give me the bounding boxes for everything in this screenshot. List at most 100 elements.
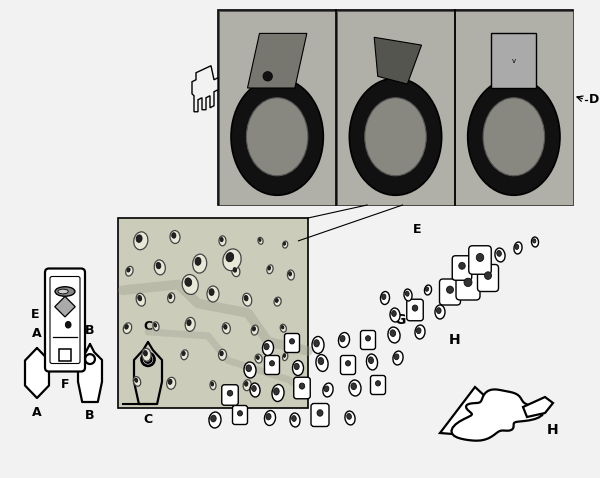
FancyBboxPatch shape xyxy=(478,264,499,292)
Ellipse shape xyxy=(170,230,180,243)
Ellipse shape xyxy=(347,413,352,419)
Ellipse shape xyxy=(299,383,305,389)
Ellipse shape xyxy=(533,239,536,243)
Bar xyxy=(455,11,572,205)
FancyBboxPatch shape xyxy=(284,334,299,352)
Ellipse shape xyxy=(259,239,261,241)
Polygon shape xyxy=(440,387,500,437)
FancyBboxPatch shape xyxy=(222,385,238,405)
Text: A: A xyxy=(32,406,42,419)
Ellipse shape xyxy=(278,387,280,390)
Bar xyxy=(218,11,336,205)
Ellipse shape xyxy=(485,272,491,280)
Circle shape xyxy=(142,353,155,366)
Ellipse shape xyxy=(351,383,356,390)
Ellipse shape xyxy=(459,262,465,269)
Text: v: v xyxy=(512,58,516,64)
Ellipse shape xyxy=(242,293,252,306)
Text: C: C xyxy=(143,320,152,333)
Text: G: G xyxy=(394,313,406,327)
Polygon shape xyxy=(192,66,218,112)
Ellipse shape xyxy=(392,311,396,316)
Circle shape xyxy=(263,72,272,81)
Ellipse shape xyxy=(262,340,274,356)
Ellipse shape xyxy=(317,410,323,416)
Ellipse shape xyxy=(281,326,284,329)
Ellipse shape xyxy=(218,349,227,360)
Ellipse shape xyxy=(284,242,286,245)
Ellipse shape xyxy=(133,377,141,386)
Ellipse shape xyxy=(138,295,142,301)
Text: D: D xyxy=(589,93,599,106)
Ellipse shape xyxy=(340,336,345,342)
Text: A: A xyxy=(32,327,42,340)
Ellipse shape xyxy=(226,252,233,262)
Ellipse shape xyxy=(412,305,418,311)
Ellipse shape xyxy=(346,361,350,366)
FancyBboxPatch shape xyxy=(371,376,386,394)
Ellipse shape xyxy=(424,285,431,295)
Ellipse shape xyxy=(185,278,191,286)
Ellipse shape xyxy=(156,262,161,269)
Ellipse shape xyxy=(437,308,441,314)
Ellipse shape xyxy=(349,78,442,195)
Ellipse shape xyxy=(207,286,219,302)
Ellipse shape xyxy=(283,354,286,358)
Ellipse shape xyxy=(349,380,361,396)
Ellipse shape xyxy=(244,362,256,378)
Ellipse shape xyxy=(406,291,409,296)
Ellipse shape xyxy=(293,360,304,376)
Ellipse shape xyxy=(251,386,256,391)
FancyBboxPatch shape xyxy=(311,403,329,426)
Ellipse shape xyxy=(368,357,373,364)
Ellipse shape xyxy=(154,260,166,275)
Ellipse shape xyxy=(275,299,278,303)
Polygon shape xyxy=(78,344,102,402)
Ellipse shape xyxy=(323,383,333,397)
Ellipse shape xyxy=(255,354,262,363)
Bar xyxy=(491,33,536,88)
Ellipse shape xyxy=(280,324,286,332)
Ellipse shape xyxy=(365,98,426,176)
Ellipse shape xyxy=(125,266,133,276)
Ellipse shape xyxy=(532,237,539,247)
Ellipse shape xyxy=(224,325,227,329)
Bar xyxy=(118,218,308,408)
Ellipse shape xyxy=(267,265,273,274)
FancyBboxPatch shape xyxy=(452,256,472,280)
Ellipse shape xyxy=(123,323,132,334)
FancyBboxPatch shape xyxy=(233,405,248,424)
Ellipse shape xyxy=(312,337,324,354)
Ellipse shape xyxy=(446,286,454,293)
Ellipse shape xyxy=(187,320,191,326)
Ellipse shape xyxy=(65,321,71,328)
Ellipse shape xyxy=(266,413,271,420)
FancyBboxPatch shape xyxy=(407,299,423,321)
Ellipse shape xyxy=(269,361,275,366)
Text: H: H xyxy=(547,423,559,437)
Ellipse shape xyxy=(314,340,319,347)
Ellipse shape xyxy=(185,317,195,331)
Ellipse shape xyxy=(514,242,522,254)
Ellipse shape xyxy=(250,383,260,397)
Ellipse shape xyxy=(211,382,214,386)
Ellipse shape xyxy=(390,308,400,322)
Polygon shape xyxy=(25,348,49,398)
Ellipse shape xyxy=(390,330,395,337)
Ellipse shape xyxy=(169,294,172,299)
Ellipse shape xyxy=(258,238,263,244)
Bar xyxy=(59,348,71,361)
Ellipse shape xyxy=(232,266,240,277)
Ellipse shape xyxy=(497,250,502,256)
Ellipse shape xyxy=(338,333,350,348)
Ellipse shape xyxy=(220,238,223,242)
Ellipse shape xyxy=(55,287,75,296)
Ellipse shape xyxy=(345,411,355,425)
Ellipse shape xyxy=(416,328,421,334)
Ellipse shape xyxy=(435,305,445,319)
Ellipse shape xyxy=(274,297,281,306)
Ellipse shape xyxy=(172,233,176,238)
Text: H: H xyxy=(449,333,461,347)
Ellipse shape xyxy=(222,323,230,334)
Ellipse shape xyxy=(495,248,505,262)
